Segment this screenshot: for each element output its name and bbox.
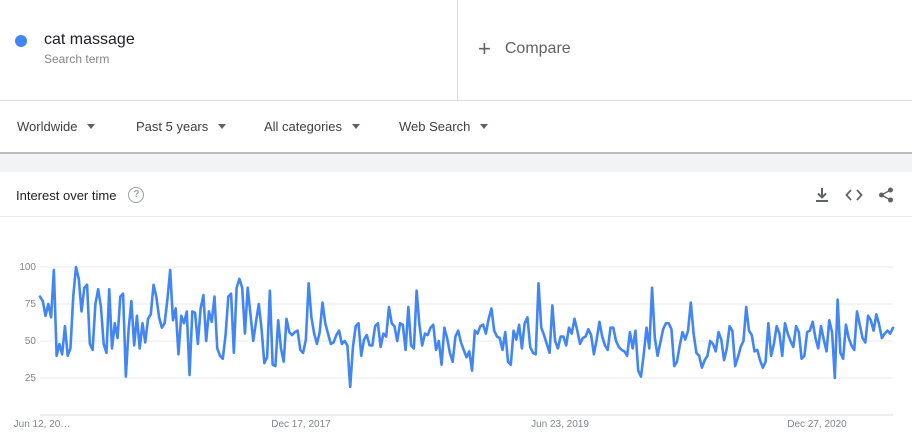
page-background-gap <box>0 154 912 172</box>
filter-bar-shadow <box>0 152 912 154</box>
dropdown-caret-icon <box>480 124 489 129</box>
question-icon[interactable]: ? <box>128 187 145 203</box>
search-property-filter[interactable]: Web Search <box>399 119 489 134</box>
region-filter-label: Worldwide <box>17 119 78 134</box>
card-title-text: Interest over time <box>16 187 117 203</box>
embed-icon[interactable] <box>838 185 870 205</box>
card-header-divider <box>0 216 912 217</box>
plus-icon: + <box>478 36 491 61</box>
card-title: Interest over time ? <box>16 187 145 203</box>
share-icon[interactable] <box>870 185 902 205</box>
dropdown-caret-icon <box>352 124 361 129</box>
dropdown-caret-icon <box>87 124 96 129</box>
compare-header: cat massage Search term + Compare <box>0 0 912 100</box>
card-actions <box>806 185 902 205</box>
category-filter-label: All categories <box>264 119 343 134</box>
header-divider <box>0 100 912 101</box>
time-range-filter[interactable]: Past 5 years <box>136 119 227 134</box>
search-term-name[interactable]: cat massage <box>44 31 135 48</box>
search-property-filter-label: Web Search <box>399 119 471 134</box>
dropdown-caret-icon <box>218 124 227 129</box>
series-color-dot <box>15 35 27 47</box>
time-range-filter-label: Past 5 years <box>136 119 209 134</box>
search-term-subtitle: Search term <box>44 52 110 66</box>
download-icon[interactable] <box>806 185 838 205</box>
compare-button[interactable]: + Compare <box>478 36 571 61</box>
interest-over-time-card: Interest over time ? <box>0 172 912 446</box>
filter-bar: Worldwide Past 5 years All categories We… <box>0 101 912 152</box>
category-filter[interactable]: All categories <box>264 119 361 134</box>
compare-label: Compare <box>504 40 571 57</box>
region-filter[interactable]: Worldwide <box>17 119 96 134</box>
search-term-card[interactable]: cat massage Search term <box>0 0 458 100</box>
